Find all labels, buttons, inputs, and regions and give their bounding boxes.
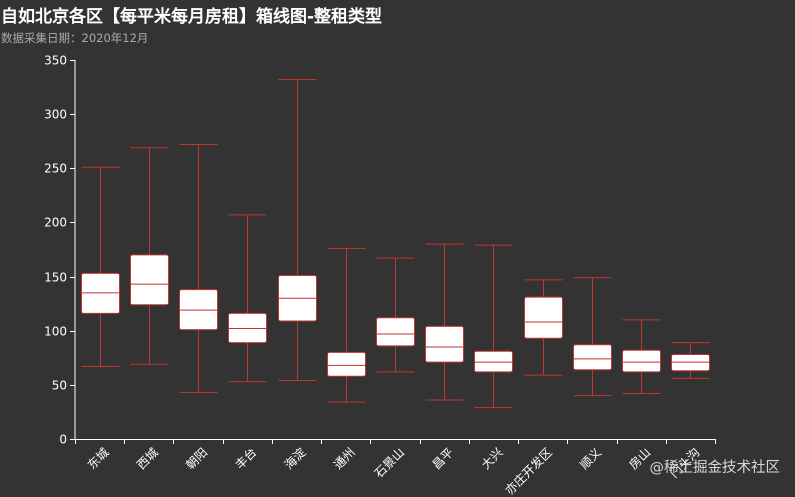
box-iqr bbox=[130, 254, 169, 306]
box-iqr bbox=[327, 351, 366, 377]
box-4[interactable] bbox=[228, 214, 267, 383]
box-iqr bbox=[524, 296, 563, 339]
y-tick-label: 50 bbox=[52, 379, 67, 393]
box-1[interactable] bbox=[81, 166, 120, 367]
chart-title: 自如北京各区【每平米每月房租】箱线图-整租类型 bbox=[1, 7, 383, 27]
x-tick-label: 昌平 bbox=[429, 445, 456, 472]
x-tick-label: 西城 bbox=[134, 445, 161, 472]
x-tick-label: 通州 bbox=[331, 445, 358, 472]
box-iqr bbox=[622, 349, 661, 373]
box-iqr bbox=[228, 312, 267, 344]
box-12[interactable] bbox=[622, 319, 661, 395]
box-iqr bbox=[671, 354, 710, 372]
y-tick-label: 0 bbox=[59, 433, 67, 447]
x-tick-label: 亦庄开发区 bbox=[502, 445, 555, 497]
box-iqr bbox=[573, 344, 612, 371]
box-iqr bbox=[425, 325, 464, 363]
x-tick-label: 房山 bbox=[626, 445, 654, 473]
x-tick-label: 海淀 bbox=[281, 445, 309, 473]
x-tick-label: 门头沟 bbox=[666, 445, 702, 481]
y-tick-label: 350 bbox=[44, 54, 67, 68]
box-iqr bbox=[474, 350, 513, 373]
box-iqr bbox=[81, 272, 120, 314]
y-axis: 0 50 100 150 200 250 300 350 bbox=[44, 54, 76, 447]
box-2[interactable] bbox=[130, 147, 169, 365]
x-tick-label: 丰台 bbox=[232, 445, 260, 473]
x-tick-label: 东城 bbox=[85, 445, 112, 472]
y-tick-label: 150 bbox=[44, 271, 67, 285]
x-tick-label: 石景山 bbox=[372, 445, 407, 480]
x-tick-label: 顺义 bbox=[577, 445, 604, 472]
y-tick-label: 250 bbox=[44, 162, 67, 176]
box-3[interactable] bbox=[179, 143, 218, 393]
box-7[interactable] bbox=[376, 257, 415, 373]
chart-subtitle: 数据采集日期：2020年12月 bbox=[1, 31, 149, 45]
box-9[interactable] bbox=[474, 244, 513, 409]
box-13[interactable] bbox=[671, 342, 710, 379]
box-iqr bbox=[376, 317, 415, 347]
box-5[interactable] bbox=[278, 78, 317, 382]
x-tick-label: 大兴 bbox=[479, 445, 506, 472]
box-10[interactable] bbox=[524, 279, 563, 376]
x-tick-label: 朝阳 bbox=[183, 445, 210, 472]
y-tick-label: 300 bbox=[44, 108, 67, 122]
box-8[interactable] bbox=[425, 243, 464, 401]
y-tick-label: 200 bbox=[44, 216, 67, 230]
box-series bbox=[81, 78, 710, 409]
y-tick-label: 100 bbox=[44, 325, 67, 339]
box-11[interactable] bbox=[573, 277, 612, 397]
box-iqr bbox=[179, 289, 218, 331]
box-6[interactable] bbox=[327, 247, 366, 403]
